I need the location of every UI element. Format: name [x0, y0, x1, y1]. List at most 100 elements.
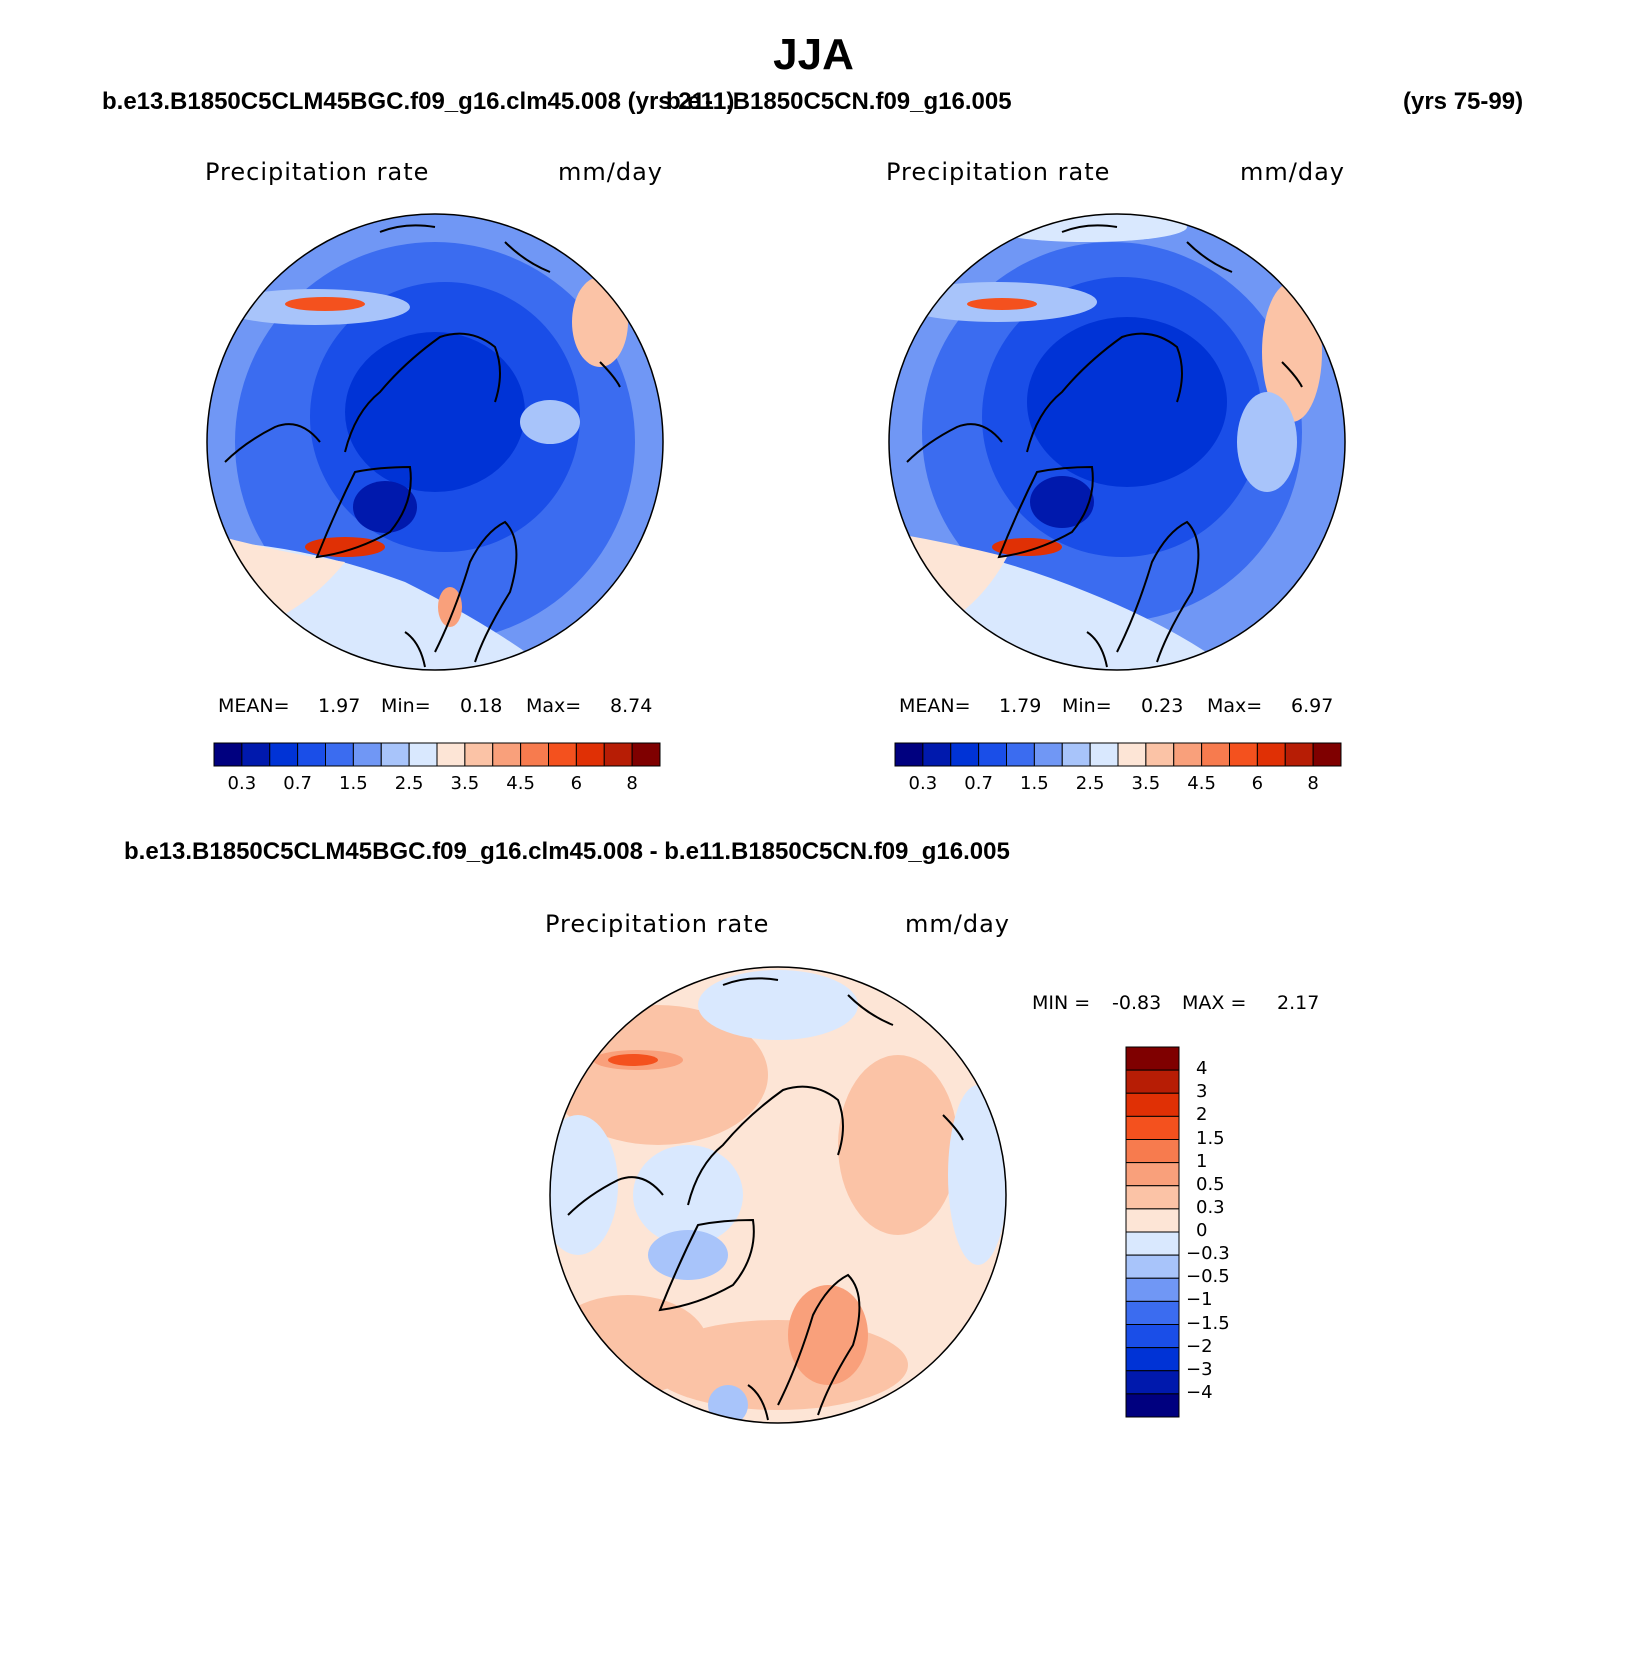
diff-colorbar-swatch: [1125, 1115, 1180, 1140]
colorbar-swatch: [1312, 742, 1342, 767]
panel1-ne-warm: [572, 277, 628, 367]
panel2-units: mm/day: [1240, 158, 1345, 186]
diff-colorbar-tick-label: 1.5: [1196, 1127, 1225, 1149]
colorbar-swatch: [492, 742, 522, 767]
colorbar-tick-label: 3.5: [1131, 773, 1161, 794]
panel1-case-label: b.e13.B1850C5CLM45BGC.f09_g16.clm45.008 …: [102, 88, 735, 115]
panel2-max-value: 6.97: [1291, 695, 1334, 717]
diff-colorbar-swatch: [1125, 1139, 1180, 1164]
colorbar-swatch: [978, 742, 1007, 767]
diff-colorbar-tick-label: −0.3: [1186, 1243, 1230, 1265]
diff-east-warm: [838, 1055, 958, 1235]
colorbar-tick-label: 8: [626, 773, 638, 794]
diff-colorbar-swatch: [1125, 1393, 1180, 1418]
diff-case-label: b.e13.B1850C5CLM45BGC.f09_g16.clm45.008 …: [124, 838, 1010, 865]
colorbar-swatch: [241, 742, 271, 767]
diff-colorbar-tick-label: −4: [1186, 1381, 1213, 1403]
panel1-min-value: 0.18: [460, 695, 503, 717]
colorbar-swatch: [631, 742, 661, 767]
diff-units: mm/day: [905, 910, 1010, 938]
panel1-max-value: 8.74: [610, 695, 653, 717]
panel1-mean-value: 1.97: [318, 695, 361, 717]
panel2-greenland-low: [1030, 476, 1094, 528]
colorbar-tick-label: 4.5: [1187, 773, 1216, 794]
panel1-max-label: Max=: [526, 695, 582, 717]
panel1-colorbar-ticks: 0.3 0.7 1.5 2.5 3.5 4.5 6 8: [214, 773, 660, 797]
diff-colorbar-tick-label: −2: [1186, 1335, 1213, 1357]
diff-colorbar-swatch: [1125, 1347, 1180, 1372]
diff-colorbar-tick-label: −1: [1186, 1289, 1213, 1311]
colorbar-swatch: [1284, 742, 1314, 767]
colorbar-swatch: [408, 742, 438, 767]
panel2-min-label: Min=: [1062, 695, 1112, 717]
diff-pacific-strong: [608, 1054, 658, 1066]
panel1-mean-label: MEAN=: [218, 695, 290, 717]
colorbar-tick-label: 6: [1251, 773, 1264, 794]
colorbar-swatch: [603, 742, 633, 767]
diff-max-label: MAX =: [1182, 992, 1247, 1014]
colorbar-tick-label: 0.7: [283, 773, 312, 794]
colorbar-tick-label: 1.5: [339, 773, 368, 794]
panel1-polar-map: [206, 213, 664, 671]
colorbar-swatch: [520, 742, 549, 767]
diff-map-border: [549, 966, 1007, 1424]
panel1-map-border: [206, 213, 664, 671]
panel1-scandi-warm: [438, 587, 462, 627]
panel2-coastlines: [906, 224, 1303, 668]
diff-colorbar-swatch: [1125, 1324, 1180, 1349]
diff-colorbar-tick-label: 0.5: [1196, 1173, 1225, 1195]
colorbar-swatch: [325, 742, 354, 767]
diff-colorbar-tick-label: 4: [1196, 1058, 1208, 1080]
diff-colorbar-swatch: [1125, 1370, 1180, 1395]
colorbar-swatch: [548, 742, 577, 767]
diff-colorbar-tick-label: −0.5: [1186, 1266, 1230, 1288]
colorbar-tick-label: 2.5: [1075, 773, 1105, 794]
diff-north-pale: [698, 970, 858, 1040]
panel1-greenland-low: [353, 481, 417, 533]
diff-greenland-blue: [648, 1230, 728, 1280]
panel2-east-pale: [1237, 392, 1297, 492]
colorbar-swatch: [1061, 742, 1091, 767]
panel2-map-border: [888, 213, 1346, 671]
panel2-field-inner: [1027, 317, 1227, 487]
diff-southwest-warm: [550, 1295, 708, 1395]
colorbar-swatch: [1006, 742, 1035, 767]
colorbar-swatch: [269, 742, 299, 767]
diff-colorbar-tick-label: 0.3: [1196, 1196, 1225, 1218]
diff-colorbar: [1125, 1046, 1180, 1418]
panel1-coastlines: [224, 224, 621, 668]
diff-colorbar-swatch: [1125, 1277, 1180, 1302]
diff-colorbar-swatch: [1125, 1185, 1180, 1210]
colorbar-swatch: [1173, 742, 1203, 767]
colorbar-swatch: [1145, 742, 1175, 767]
colorbar-swatch: [894, 742, 924, 767]
panel2-polar-map: [888, 213, 1346, 671]
diff-colorbar-swatch: [1125, 1231, 1180, 1256]
colorbar-swatch: [1256, 742, 1286, 767]
diff-south-blue: [708, 1385, 748, 1423]
panel2-years-label: (yrs 75-99): [1403, 88, 1524, 115]
panel2-mean-value: 1.79: [999, 695, 1042, 717]
panel1-units: mm/day: [558, 158, 663, 186]
diff-colorbar-tick-label: −1.5: [1186, 1312, 1230, 1334]
diff-min-value: -0.83: [1112, 992, 1162, 1014]
panel2-pacific-red: [967, 298, 1037, 310]
diff-colorbar-swatch: [1125, 1162, 1180, 1187]
panel2-case-label: b.e11.B1850C5CN.f09_g16.005: [666, 88, 1012, 115]
colorbar-swatch: [1201, 742, 1230, 767]
panel2-max-label: Max=: [1207, 695, 1263, 717]
colorbar-tick-label: 6: [570, 773, 583, 794]
colorbar-tick-label: 0.7: [964, 773, 993, 794]
colorbar-tick-label: 8: [1307, 773, 1319, 794]
colorbar-swatch: [575, 742, 605, 767]
diff-canada-pale: [633, 1145, 743, 1245]
colorbar-tick-label: 4.5: [506, 773, 535, 794]
colorbar-tick-label: 1.5: [1020, 773, 1049, 794]
diff-scandi-warm: [788, 1285, 868, 1385]
colorbar-tick-label: 0.3: [908, 773, 938, 794]
diff-colorbar-swatch: [1125, 1046, 1180, 1071]
colorbar-swatch: [922, 742, 952, 767]
diff-min-label: MIN =: [1032, 992, 1091, 1014]
diff-west-blue: [550, 1115, 618, 1255]
panel1-field-inner: [345, 332, 525, 492]
